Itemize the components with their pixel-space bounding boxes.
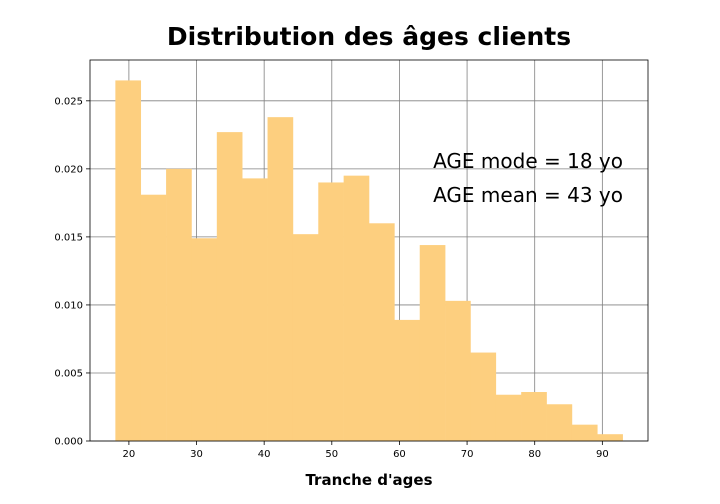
histogram-bar-17 xyxy=(546,404,573,441)
x-tick-label-1: 30 xyxy=(190,449,203,460)
histogram-bar-15 xyxy=(495,394,522,441)
chart-title: Distribution des âges clients xyxy=(167,22,571,51)
annotation-age-mode: AGE mode = 18 yo xyxy=(433,149,623,173)
x-axis-ticks: 20 30 40 50 60 70 80 90 xyxy=(123,441,609,460)
histogram-bar-14 xyxy=(470,352,497,441)
annotation-age-mean: AGE mean = 43 yo xyxy=(433,183,623,207)
y-tick-label-0: 0.000 xyxy=(54,437,83,448)
x-tick-label-2: 40 xyxy=(258,449,271,460)
histogram-bar-1 xyxy=(140,194,167,441)
x-tick-label-7: 90 xyxy=(596,449,609,460)
y-tick-label-3: 0.015 xyxy=(54,232,83,243)
x-tick-label-6: 80 xyxy=(528,449,541,460)
y-tick-label-2: 0.010 xyxy=(54,300,83,311)
histogram-bars xyxy=(115,80,623,442)
histogram-bar-9 xyxy=(343,175,370,442)
histogram-bar-18 xyxy=(571,424,598,441)
y-tick-label-1: 0.005 xyxy=(54,368,83,379)
histogram-bar-13 xyxy=(445,300,471,441)
x-tick-label-5: 70 xyxy=(461,449,474,460)
histogram-bar-2 xyxy=(166,168,192,441)
y-axis-ticks: 0.000 0.005 0.010 0.015 0.020 0.025 xyxy=(54,96,90,448)
x-tick-label-0: 20 xyxy=(123,449,136,460)
histogram-bar-0 xyxy=(115,80,142,442)
histogram-bar-8 xyxy=(318,182,344,441)
y-tick-label-4: 0.020 xyxy=(54,164,83,175)
histogram-bar-11 xyxy=(394,319,421,441)
histogram-bar-4 xyxy=(216,132,243,441)
histogram-bar-12 xyxy=(419,245,446,441)
x-tick-label-4: 60 xyxy=(393,449,406,460)
y-tick-label-5: 0.025 xyxy=(54,96,83,107)
histogram-bar-5 xyxy=(242,178,268,441)
plot-area-frame xyxy=(89,59,649,442)
histogram-bar-6 xyxy=(267,117,294,442)
x-tick-label-3: 50 xyxy=(325,449,338,460)
histogram-bar-10 xyxy=(369,223,395,441)
histogram-bar-7 xyxy=(292,234,319,441)
histogram-bar-3 xyxy=(191,238,218,441)
histogram-bar-19 xyxy=(597,434,623,441)
x-axis-label: Tranche d'ages xyxy=(305,471,432,489)
histogram-bar-16 xyxy=(521,392,547,441)
